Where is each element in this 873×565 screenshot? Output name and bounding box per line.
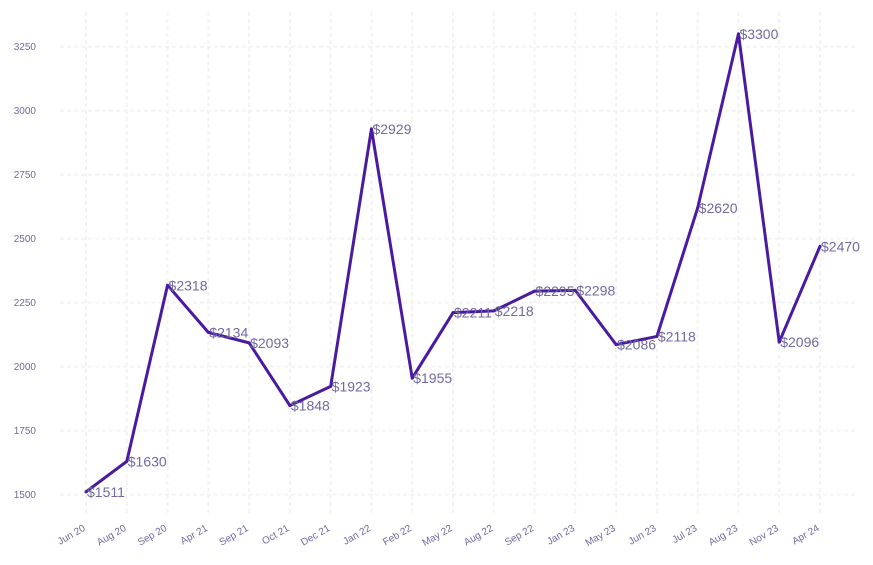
data-point (84, 490, 88, 494)
x-axis-ticks: Jun 20 Aug 20 Sep 20 Apr 21 Sep 21 Oct 21 Dec … (56, 523, 822, 549)
x-tick-label: Sep 22 (503, 523, 536, 549)
data-label: $2298 (576, 282, 615, 298)
data-label: $2093 (250, 335, 289, 351)
x-tick-label: Sep 20 (136, 523, 169, 549)
data-label: $1955 (413, 370, 452, 386)
y-tick-label: 1750 (14, 426, 37, 437)
data-label: $2086 (617, 337, 656, 353)
y-tick-label: 2750 (14, 170, 37, 181)
y-tick-label: 3250 (14, 42, 37, 53)
data-label: $2134 (209, 324, 248, 340)
data-label: $1630 (128, 453, 167, 469)
x-tick-label: Oct 21 (260, 523, 291, 547)
data-point (573, 288, 577, 292)
x-tick-label: Aug 23 (707, 523, 740, 549)
y-tick-label: 1500 (14, 490, 37, 501)
data-label: $2295 (536, 283, 575, 299)
series-layer (84, 32, 822, 494)
data-point (329, 384, 333, 388)
data-point (736, 32, 740, 36)
x-tick-label: Apr 21 (179, 523, 210, 547)
x-tick-label: Dec 21 (299, 523, 332, 549)
data-point (533, 289, 537, 293)
data-point (451, 311, 455, 315)
y-axis-ticks: 1500 1750 2000 2250 2500 2750 3000 3250 (14, 42, 37, 501)
x-tick-label: Aug 22 (462, 523, 495, 549)
y-tick-label: 2250 (14, 298, 37, 309)
data-point (492, 309, 496, 313)
data-point (206, 330, 210, 334)
data-point (288, 404, 292, 408)
data-label: $2096 (780, 334, 819, 350)
data-point (369, 127, 373, 131)
data-label: $2118 (658, 328, 696, 344)
y-tick-label: 2500 (14, 234, 37, 245)
y-tick-label: 3000 (14, 106, 37, 117)
x-tick-label: Sep 21 (218, 523, 251, 549)
y-tick-label: 2000 (14, 362, 37, 373)
data-label: $1848 (291, 398, 330, 414)
series-line (84, 32, 822, 494)
data-label: $1923 (332, 378, 371, 394)
data-label: $2470 (821, 238, 860, 254)
data-label: $2318 (169, 277, 208, 293)
data-label: $2211 (454, 305, 492, 321)
x-tick-label: Jan 23 (545, 523, 577, 548)
x-tick-label: Jan 22 (341, 523, 373, 548)
x-tick-label: Apr 24 (790, 523, 821, 547)
data-point (614, 343, 618, 347)
x-tick-label: Nov 23 (748, 523, 781, 549)
data-point (166, 283, 170, 287)
x-tick-label: Feb 22 (381, 523, 414, 548)
data-label: $3300 (739, 26, 778, 42)
data-point (247, 341, 251, 345)
data-label: $2218 (495, 303, 534, 319)
x-tick-label: Aug 20 (95, 523, 128, 549)
data-point (125, 459, 129, 463)
data-label: $2620 (699, 200, 738, 216)
data-label: $2929 (372, 121, 411, 137)
x-tick-label: May 23 (584, 523, 618, 549)
grid (60, 12, 858, 514)
data-point (777, 340, 781, 344)
data-point (410, 376, 414, 380)
x-tick-label: Jul 23 (671, 523, 700, 546)
data-point (818, 244, 822, 248)
data-point (655, 334, 659, 338)
data-point (696, 206, 700, 210)
data-label: $1511 (87, 484, 125, 500)
x-tick-label: May 22 (421, 523, 455, 549)
data-labels: $1511$1630 $2318 $2134$2093 $1848$1923 $2929… (87, 26, 860, 500)
x-tick-label: Jun 23 (627, 523, 659, 548)
x-tick-label: Jun 20 (56, 523, 88, 548)
